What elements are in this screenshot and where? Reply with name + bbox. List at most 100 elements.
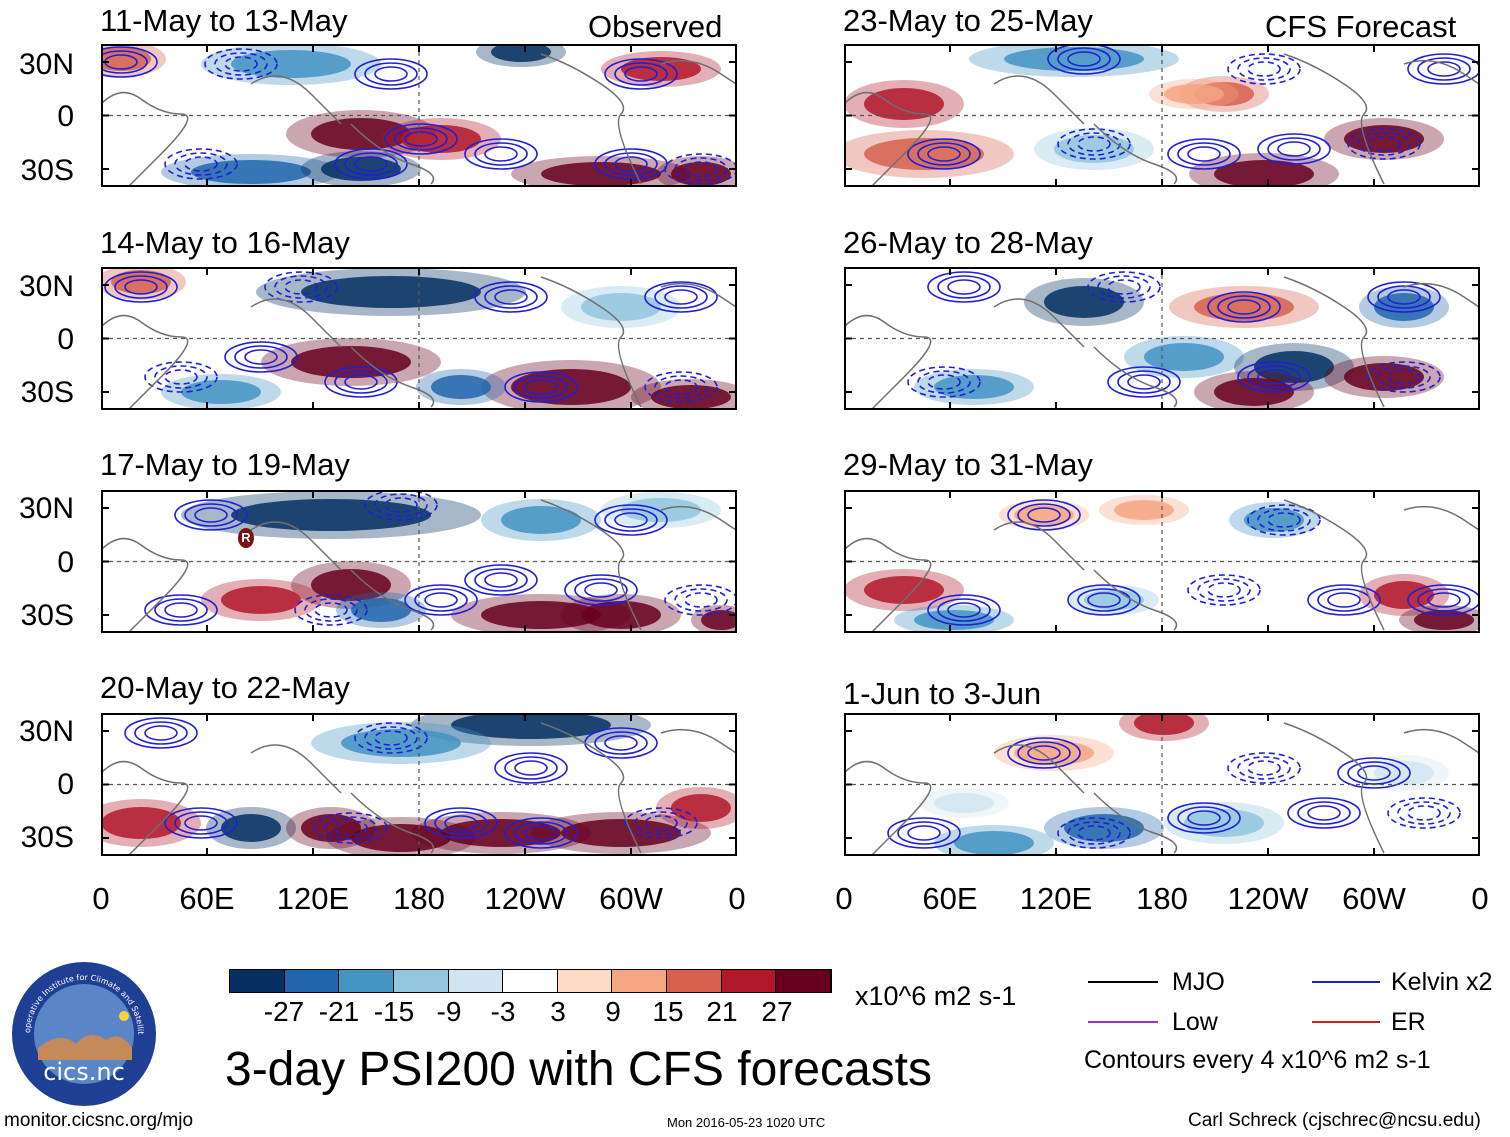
anomaly-shade <box>954 831 1034 855</box>
anomaly-shade <box>101 807 181 839</box>
anomaly-shade <box>451 713 611 739</box>
kelvin-contour <box>1247 760 1281 776</box>
kelvin-contour <box>1307 805 1341 821</box>
kelvin-contour <box>594 504 668 536</box>
coastline <box>350 792 435 854</box>
kelvin-contour <box>354 58 428 90</box>
anomaly-shade <box>1374 581 1434 609</box>
lat-label: 0 <box>57 768 74 801</box>
anomaly-shade <box>1014 505 1074 525</box>
kelvin-contour <box>1247 365 1301 389</box>
kelvin-contour <box>1077 136 1111 152</box>
kelvin-contour <box>1097 275 1151 299</box>
coastline <box>350 346 435 408</box>
kelvin-contour <box>1057 47 1111 71</box>
kelvin-contour <box>144 594 218 626</box>
lon-label: 0 <box>92 881 110 916</box>
anomaly-shade <box>311 569 391 601</box>
colorbar-tick: 3 <box>550 996 566 1027</box>
kelvin-contour <box>674 588 728 612</box>
kelvin-contour <box>1077 825 1111 841</box>
map-frame <box>844 44 1480 187</box>
kelvin-contour <box>374 730 408 746</box>
kelvin-contour <box>644 281 718 313</box>
colorbar-tick: 15 <box>652 996 684 1027</box>
lat-label: 30N <box>18 270 74 303</box>
kelvin-contour <box>614 156 648 172</box>
kelvin-contour <box>234 345 288 369</box>
kelvin-contour <box>1387 797 1461 829</box>
lon-label: 60E <box>179 881 235 916</box>
kelvin-contour <box>1107 279 1141 295</box>
kelvin-contour <box>1357 765 1391 781</box>
coastline <box>993 521 1085 571</box>
anomaly-shade <box>431 375 491 399</box>
kelvin-contour <box>1427 592 1461 608</box>
kelvin-contour <box>274 275 328 299</box>
coastline <box>1283 276 1385 408</box>
legend-mjo-line <box>1088 981 1158 983</box>
kelvin-contour <box>164 602 198 618</box>
kelvin-contour <box>947 602 981 618</box>
map-panel <box>101 267 737 410</box>
anomaly-shade <box>1144 343 1224 371</box>
map-panel <box>844 490 1480 633</box>
kelvin-contour <box>1177 806 1231 830</box>
kelvin-contour <box>644 815 678 831</box>
kelvin-contour <box>1067 584 1141 616</box>
kelvin-contour <box>264 271 338 303</box>
kelvin-contour <box>514 760 548 776</box>
kelvin-contour <box>1227 752 1301 784</box>
colorbar-tick: 9 <box>605 996 621 1027</box>
kelvin-contour <box>1117 370 1171 394</box>
map-frame <box>101 490 737 633</box>
kelvin-contour <box>184 815 218 831</box>
colorbar-segment <box>612 970 668 992</box>
lat-label: 30S <box>20 376 74 409</box>
kelvin-contour <box>334 370 388 394</box>
kelvin-contour <box>1267 512 1301 528</box>
legend-er-line <box>1312 1021 1380 1023</box>
kelvin-contour <box>684 592 718 608</box>
kelvin-contour <box>1377 285 1431 309</box>
lon-label: 60W <box>1342 881 1406 916</box>
coastline <box>540 499 642 631</box>
map-frame <box>101 44 737 187</box>
kelvin-contour <box>1247 61 1281 77</box>
coastline <box>844 760 932 856</box>
footer-timestamp: Mon 2016-05-23 1020 UTC <box>667 1115 826 1130</box>
kelvin-contour <box>664 379 698 395</box>
anomaly-shade <box>221 586 301 614</box>
coastline <box>540 53 642 185</box>
anomaly-shade <box>934 793 994 813</box>
kelvin-contour <box>1057 817 1131 849</box>
anomaly-shade <box>1134 713 1194 735</box>
colorbar-segment <box>776 970 832 992</box>
kelvin-contour <box>484 146 518 162</box>
anomaly-shade <box>864 88 944 120</box>
anomaly-shade <box>1374 293 1434 321</box>
kelvin-contour <box>1207 582 1241 598</box>
coastline <box>1093 569 1178 631</box>
coastline <box>1403 728 1480 755</box>
coastline <box>350 123 435 185</box>
kelvin-contour <box>664 153 737 185</box>
anomaly-shade <box>501 506 581 534</box>
kelvin-contour <box>1227 53 1301 85</box>
kelvin-contour <box>1367 361 1441 393</box>
colorbar-segment <box>503 970 558 992</box>
kelvin-contour <box>664 289 698 305</box>
kelvin-contour <box>334 148 408 180</box>
coastline <box>1403 505 1480 532</box>
kelvin-contour <box>1407 584 1480 616</box>
kelvin-contour <box>1267 137 1321 161</box>
kelvin-contour <box>654 375 708 399</box>
kelvin-contour <box>284 279 318 295</box>
coastline <box>1093 792 1178 854</box>
kelvin-contour <box>164 807 238 839</box>
anomaly-shade <box>1184 809 1264 837</box>
anomaly-shade <box>1004 47 1144 71</box>
kelvin-contour <box>614 62 668 86</box>
kelvin-contour <box>464 138 538 170</box>
anomaly-shade <box>1214 160 1314 187</box>
